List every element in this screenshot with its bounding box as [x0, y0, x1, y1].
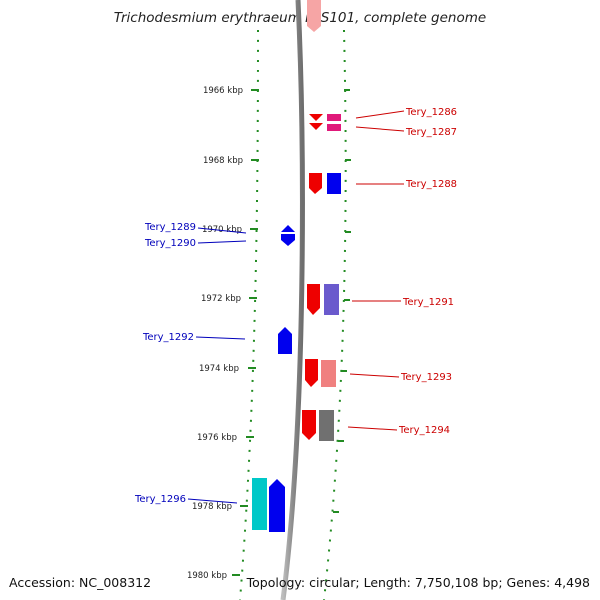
tick-label-1980: 1980 kbp [187, 571, 227, 581]
gene-label-tery-1294: Tery_1294 [398, 425, 450, 436]
gene-box-tery-1293 [321, 360, 336, 387]
gene-label-tery-1293: Tery_1293 [400, 372, 452, 383]
gene-arrow-tery-1292 [278, 327, 292, 354]
tick-label-1974: 1974 kbp [199, 364, 239, 374]
gene-label-tery-1289: Tery_1289 [144, 222, 196, 233]
gene-box-tery-1287 [327, 124, 341, 131]
forward-label-lines [347, 110, 405, 431]
gene-label-tery-1288: Tery_1288 [405, 179, 457, 190]
forward-red-arrows [302, 114, 323, 440]
tick-label-1968: 1968 kbp [203, 156, 243, 166]
gene-box-tery-1286 [327, 114, 341, 121]
gene-label-tery-1290: Tery_1290 [144, 238, 196, 249]
gene-box-tery-1288 [327, 173, 341, 194]
genome-summary-text: Topology: circular; Length: 7,750,108 bp… [246, 575, 590, 590]
gene-label-tery-1287: Tery_1287 [405, 127, 457, 138]
gene-label-tery-1291: Tery_1291 [402, 297, 454, 308]
scale-labels: 1966 kbp 1968 kbp 1970 kbp 1972 kbp 1974… [187, 86, 243, 581]
tick-label-1976: 1976 kbp [197, 433, 237, 443]
gene-arrow-tery-1290 [281, 234, 295, 246]
right-scale-ticks [333, 89, 351, 513]
gene-label-tery-1292: Tery_1292 [142, 332, 194, 343]
tick-label-1978: 1978 kbp [192, 502, 232, 512]
gene-box-tery-1291 [324, 284, 339, 315]
tick-label-1966: 1966 kbp [203, 86, 243, 96]
scale-ticks [232, 89, 259, 576]
gene-arrow-tery-1296-pair [269, 479, 285, 532]
tick-label-1972: 1972 kbp [201, 294, 241, 304]
gene-label-tery-1296: Tery_1296 [134, 494, 186, 505]
gene-box-tery-1296 [252, 478, 267, 530]
reverse-label-lines [187, 227, 247, 504]
gene-label-tery-1286: Tery_1286 [405, 107, 457, 118]
gene-box-tery-1294 [319, 410, 334, 441]
genome-backbone [280, 0, 305, 600]
gene-arrow-tery-1289 [281, 225, 295, 232]
accession-text: Accession: NC_008312 [9, 575, 152, 590]
gene-arrow-top-partial [307, 0, 321, 32]
